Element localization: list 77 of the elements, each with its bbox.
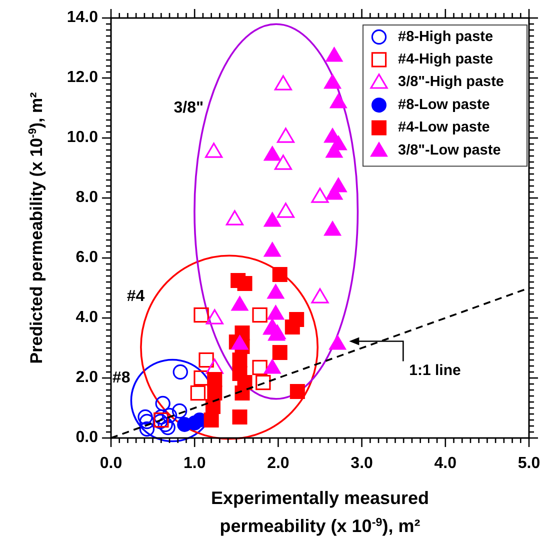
- y-tick-label: 0.0: [76, 429, 98, 446]
- point: [311, 188, 329, 203]
- point: [324, 220, 342, 236]
- x-tick-label: 1.0: [183, 455, 206, 472]
- point: [155, 396, 170, 412]
- point: [232, 410, 248, 424]
- y-tick-label: 6.0: [76, 249, 98, 266]
- point: [256, 374, 271, 390]
- point: [198, 352, 214, 368]
- point: [325, 184, 344, 200]
- legend-label: #4-High paste: [398, 52, 494, 68]
- point: [263, 212, 282, 227]
- point: [324, 74, 342, 89]
- point: [139, 414, 155, 430]
- point: [205, 142, 223, 158]
- point: [274, 75, 292, 90]
- legend-label: #4-Low paste: [398, 120, 490, 136]
- point: [172, 364, 188, 380]
- point: [194, 370, 209, 386]
- point: [160, 420, 176, 436]
- point: [272, 267, 288, 282]
- point: [207, 372, 222, 387]
- y-tick-label: 10.0: [66, 129, 98, 146]
- point: [138, 409, 153, 425]
- point: [266, 284, 285, 299]
- point: [206, 309, 224, 324]
- point: [206, 358, 224, 374]
- x-tick-label: 3.0: [350, 455, 374, 472]
- point: [263, 146, 282, 161]
- y-tick-label: 14.0: [66, 9, 98, 26]
- point: [263, 358, 282, 374]
- point: [328, 334, 347, 350]
- y-tick-label: 12.0: [66, 69, 98, 86]
- y-tick-label: 2.0: [76, 369, 98, 386]
- point: [325, 46, 344, 62]
- point: [311, 288, 329, 304]
- x-tick-label: 5.0: [518, 455, 540, 472]
- x-tick-label: 4.0: [434, 455, 457, 472]
- annotation: #4: [126, 288, 145, 306]
- x-axis-title: Experimentally measured permeability (x 10$^{-9}$), m²: [210, 488, 430, 536]
- legend-label: 3/8"-High paste: [398, 74, 504, 90]
- point: [204, 412, 219, 428]
- point: [226, 210, 244, 226]
- point: [139, 421, 155, 437]
- y-tick-label: 8.0: [76, 189, 98, 206]
- x-tick-label: 0.0: [100, 455, 122, 472]
- point: [190, 385, 206, 401]
- point: [207, 386, 222, 400]
- point: [284, 320, 300, 334]
- point: [266, 304, 285, 320]
- annotation: #8: [112, 369, 130, 386]
- point: [237, 276, 252, 291]
- point: [263, 242, 282, 257]
- annotation: 3/8": [174, 100, 204, 117]
- point: [172, 403, 188, 419]
- point: [230, 334, 249, 350]
- point: [230, 296, 249, 311]
- point: [162, 408, 178, 424]
- x-tick-label: 2.0: [267, 455, 290, 472]
- point: [276, 128, 295, 143]
- point: [276, 202, 295, 218]
- point: [158, 416, 173, 432]
- series-label: 1:1 line: [409, 362, 461, 380]
- legend-label: #8-Low paste: [398, 96, 490, 113]
- point: [290, 384, 305, 399]
- point: [274, 154, 292, 170]
- point: [232, 352, 248, 368]
- point: [234, 386, 250, 400]
- point: [329, 93, 348, 108]
- point: [194, 307, 209, 323]
- point: [252, 307, 268, 323]
- point: [252, 360, 268, 376]
- legend-label: 3/8"-Low paste: [398, 142, 501, 158]
- point: [325, 142, 344, 158]
- legend-label: #8-High paste: [398, 28, 494, 45]
- point: [272, 345, 288, 360]
- y-tick-label: 4.0: [76, 309, 98, 326]
